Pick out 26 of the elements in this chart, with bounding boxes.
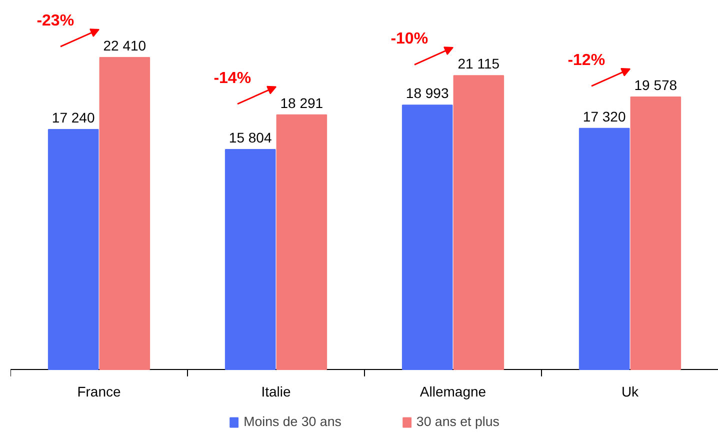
bar — [402, 104, 453, 370]
bar — [48, 129, 99, 370]
data-label: 17 320 — [582, 108, 626, 124]
legend-label: 30 ans et plus — [416, 414, 500, 429]
data-label: 22 410 — [103, 38, 146, 54]
bar — [276, 114, 328, 370]
text: -10% — [390, 30, 428, 48]
x-tick-label: France — [77, 384, 121, 400]
data-label: 15 804 — [228, 130, 272, 146]
bar — [578, 128, 630, 370]
data-label: 21 115 — [458, 56, 500, 72]
x-tick-label: Allemagne — [420, 384, 486, 400]
annotation: -14% — [214, 70, 252, 87]
data-label: 19 578 — [634, 76, 678, 93]
annotation: -12% — [568, 52, 606, 69]
data-label: 17 240 — [52, 110, 95, 126]
text: -23% — [36, 12, 74, 30]
bar — [453, 75, 504, 370]
x-tick-label: Italie — [261, 384, 291, 400]
bar — [224, 149, 276, 370]
bar — [630, 96, 682, 370]
bar — [99, 57, 150, 370]
data-label: 18 291 — [280, 94, 324, 111]
legend-label: Moins de 30 ans — [244, 414, 342, 429]
data-label: 18 993 — [406, 85, 449, 102]
x-tick-label: Uk — [621, 384, 640, 400]
